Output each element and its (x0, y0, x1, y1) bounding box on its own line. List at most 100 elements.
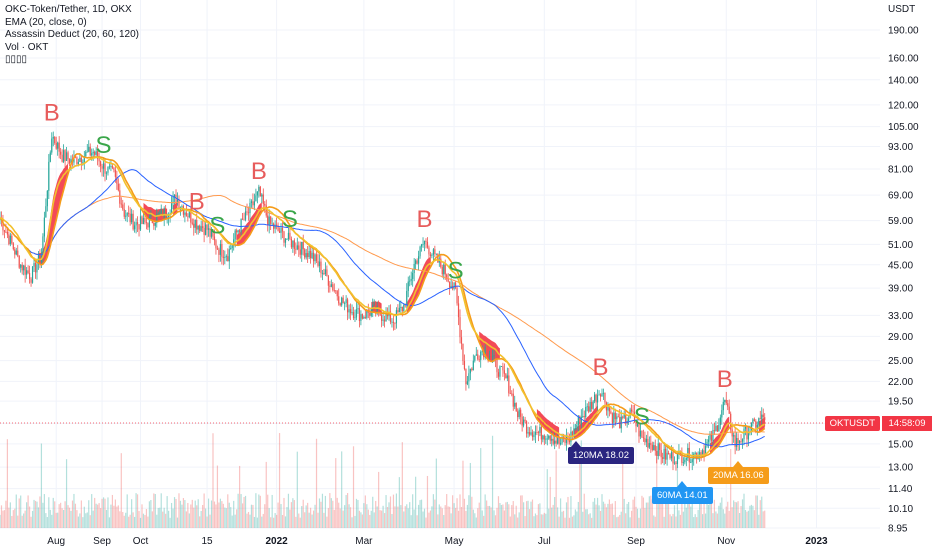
volume-bar (237, 493, 239, 528)
candle-body (429, 254, 432, 256)
volume-bar (83, 506, 85, 528)
candle-body (94, 151, 96, 155)
volume-bar (420, 499, 423, 528)
volume-bar (107, 497, 109, 528)
volume-bar (31, 510, 34, 528)
volume-bar (484, 494, 486, 528)
candle-body (630, 409, 633, 412)
candle-body (700, 452, 702, 458)
candle-body (681, 453, 683, 463)
candle-body (564, 439, 566, 443)
volume-bar (472, 509, 474, 528)
candle-body (614, 412, 616, 420)
candle-body (116, 176, 118, 184)
volume-bar (114, 499, 116, 528)
volume-bar (203, 493, 205, 528)
candle-body (308, 251, 310, 258)
candle-body (24, 265, 26, 275)
volume-bar (710, 498, 713, 528)
candle-body (580, 416, 582, 425)
volume-bar (613, 514, 615, 528)
time-axis[interactable]: Aug Sep Oct 15 2022 Mar May Jul Sep Nov 2023 (47, 536, 828, 547)
legend-ema[interactable]: EMA (20, close, 0) (5, 16, 87, 28)
candle-body (462, 343, 464, 362)
price-axis[interactable]: 190.00 160.00 140.00 120.00 105.00 93.00 81.00… (888, 26, 919, 535)
time-tick: May (445, 536, 464, 547)
candle-body (573, 428, 575, 437)
candle-body (734, 435, 736, 447)
candle-body (512, 393, 514, 407)
volume-bar (635, 506, 637, 528)
candle-body (653, 445, 655, 450)
volume-bar (727, 501, 729, 528)
price-tick: 160.00 (888, 54, 919, 65)
volume-bar (657, 500, 659, 528)
candle-body (601, 393, 603, 397)
candle-body (160, 209, 162, 214)
volume-bar (250, 504, 253, 528)
candle-body (506, 375, 508, 379)
candle-body (172, 196, 174, 204)
candle-body (176, 199, 179, 203)
volume-bar (696, 517, 698, 528)
candle-body (135, 222, 137, 226)
candle-body (425, 240, 427, 242)
candle-body (488, 356, 491, 358)
candle-body (290, 238, 292, 248)
candle-body (28, 272, 31, 280)
time-tick: Nov (717, 536, 735, 547)
candle-body (443, 264, 445, 275)
volume-bar (185, 511, 187, 528)
candle-body (63, 150, 65, 162)
candle-body (753, 419, 755, 422)
candle-body (170, 203, 173, 214)
volume-bar (594, 498, 596, 528)
legend-assassin-deduct[interactable]: Assassin Deduct (20, 60, 120) (5, 29, 139, 40)
volume-bar (659, 497, 661, 528)
volume-bar (410, 515, 412, 528)
volume-bar (11, 515, 13, 528)
candle-body (400, 306, 402, 308)
volume-bar (425, 517, 427, 528)
volume-bar (376, 506, 378, 528)
candle-body (493, 355, 495, 357)
legend-title[interactable]: OKC-Token/Tether, 1D, OKX (5, 4, 132, 15)
candle-body (76, 157, 78, 165)
candle-body (669, 454, 671, 459)
volume-bar (138, 511, 140, 528)
volume-bar (426, 475, 429, 528)
candle-body (17, 250, 19, 256)
legend-extra[interactable]: ▯▯▯▯ (5, 54, 28, 65)
candle-body (114, 169, 116, 177)
volume-bar (67, 505, 69, 528)
volume-bar (452, 495, 454, 528)
candle-body (480, 351, 482, 360)
candle-body (481, 351, 483, 353)
candle-body (567, 436, 569, 440)
volume-bar (499, 503, 501, 528)
candle-body (113, 167, 115, 170)
legend-volume[interactable]: Vol · OKT (5, 41, 49, 53)
volume-bar (315, 438, 318, 528)
volume-bar (605, 507, 608, 528)
volume-bar (620, 511, 622, 528)
candle-body (642, 437, 645, 439)
volume-bar (662, 499, 664, 528)
candle-body (685, 458, 687, 460)
candle-body (265, 205, 267, 216)
candle-body (213, 236, 216, 241)
candle-body (310, 251, 312, 259)
volume-bar (119, 511, 121, 528)
candlesticks (0, 131, 766, 471)
volume-bar (216, 465, 219, 528)
sell-signal: S (282, 206, 298, 233)
volume-bar (61, 508, 63, 528)
volume-bar (559, 498, 562, 528)
price-tick: 19.50 (888, 397, 913, 408)
bar-countdown: 14:58:09 (882, 416, 932, 431)
candle-body (596, 395, 599, 403)
candle-body (239, 230, 241, 233)
candle-body (423, 240, 426, 245)
volume-bar (571, 516, 574, 528)
